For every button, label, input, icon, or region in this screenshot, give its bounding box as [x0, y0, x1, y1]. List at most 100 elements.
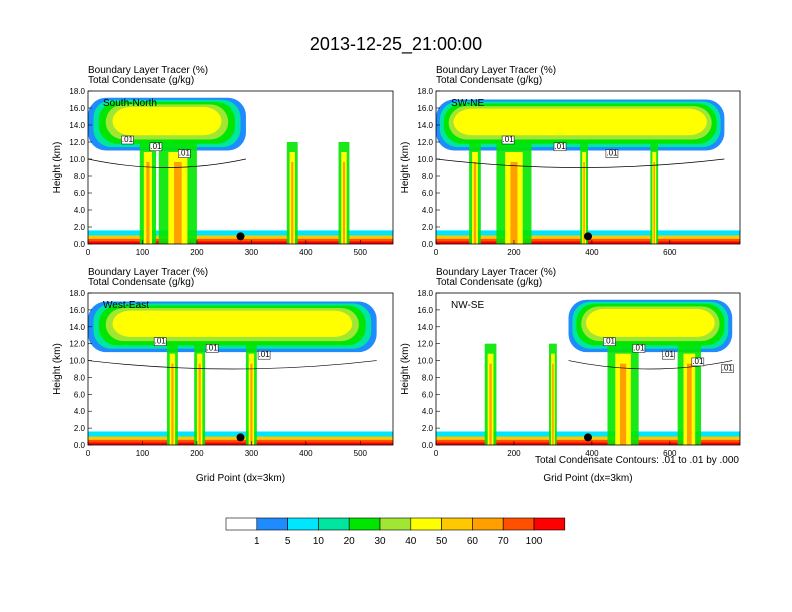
field-label-condensate: Total Condensate (g/kg)	[88, 75, 194, 86]
colorbar-swatch	[502, 517, 535, 531]
x-tick-label: 500	[354, 449, 368, 458]
contour-label: .01	[692, 357, 704, 366]
y-tick-label: 18.0	[69, 289, 85, 298]
y-axis-label: Height (km)	[52, 343, 63, 395]
anvil-layer	[453, 108, 707, 136]
condensate-contour	[436, 158, 725, 168]
convective-core-peak	[583, 162, 585, 244]
y-tick-label: 14.0	[69, 121, 85, 130]
x-tick-label: 0	[86, 248, 91, 257]
y-tick-label: 12.0	[69, 340, 85, 349]
colorbar-swatch	[287, 517, 319, 531]
contour-label: .01	[663, 350, 675, 359]
y-tick-label: 4.0	[74, 407, 86, 416]
x-tick-label: 200	[507, 248, 521, 257]
y-tick-label: 4.0	[74, 206, 86, 215]
plot-frame	[87, 90, 394, 245]
x-tick-label: 100	[136, 449, 150, 458]
y-tick-label: 4.0	[422, 407, 434, 416]
colorbar-label: 5	[285, 536, 291, 547]
contour-footnote: Total Condensate Contours: .01 to .01 by…	[535, 455, 739, 466]
condensate-contour	[88, 360, 377, 370]
y-tick-label: 14.0	[69, 323, 85, 332]
y-tick-label: 2.0	[422, 424, 434, 433]
x-tick-label: 200	[190, 449, 204, 458]
y-tick-label: 14.0	[417, 323, 433, 332]
condensate-contour	[568, 360, 733, 370]
contour-label-box	[149, 142, 163, 152]
x-tick-label: 0	[434, 449, 439, 458]
boundary-layer-band	[436, 442, 740, 445]
contour-label-box	[691, 357, 705, 367]
y-tick-label: 8.0	[422, 373, 434, 382]
x-axis-label: Grid Point (dx=3km)	[196, 473, 285, 484]
plot-frame	[435, 292, 741, 446]
cross-section-center-marker	[584, 232, 592, 241]
convective-core-peak	[174, 162, 182, 244]
cross-section-center-marker	[236, 232, 245, 241]
tracer-field: .01 .01 .01	[88, 97, 393, 244]
x-tick-label: 400	[299, 248, 313, 257]
y-tick-label: 6.0	[74, 189, 86, 198]
y-tick-label: 18.0	[417, 87, 433, 96]
x-tick-label: 400	[585, 449, 599, 458]
panel-south-north: Boundary Layer Tracer (%)Total Condensat…	[52, 65, 394, 257]
y-tick-label: 8.0	[74, 373, 86, 382]
region-label: SW-NE	[451, 98, 484, 109]
contour-label-box	[121, 135, 134, 145]
tracer-field: .01 .01 .01 .01 .01	[436, 299, 740, 445]
y-tick-label: 18.0	[417, 289, 433, 298]
convective-core-peak	[198, 363, 201, 445]
field-label-tracer: Boundary Layer Tracer (%)	[436, 267, 556, 278]
contour-label: .01	[179, 149, 191, 158]
contour-label: .01	[155, 337, 167, 346]
contour-label: .01	[604, 337, 616, 346]
x-tick-label: 200	[190, 248, 204, 257]
convective-core-peak	[171, 363, 174, 445]
y-tick-label: 10.0	[417, 155, 433, 164]
convective-core-peak	[342, 162, 346, 244]
convective-core-peak	[686, 363, 692, 445]
contour-label: .01	[722, 364, 734, 373]
colorbar-label: 70	[498, 536, 510, 547]
y-tick-label: 12.0	[69, 138, 85, 147]
y-tick-label: 0.0	[422, 240, 434, 249]
plot-frame	[87, 292, 394, 446]
tracer-field: .01 .01 .01	[436, 99, 740, 244]
convective-core-peak	[552, 363, 554, 445]
x-axis-label: Grid Point (dx=3km)	[543, 473, 632, 484]
plot-frame	[435, 90, 741, 245]
colorbar-swatch	[441, 517, 473, 531]
convective-core-peak	[619, 363, 627, 445]
convective-core-peak	[250, 363, 253, 445]
colorbar-swatch	[410, 517, 442, 531]
colorbar-label: 20	[344, 536, 356, 547]
anvil-layer	[112, 310, 353, 337]
contour-label: .01	[259, 350, 271, 359]
field-label-tracer: Boundary Layer Tracer (%)	[88, 65, 208, 76]
y-tick-label: 12.0	[417, 340, 433, 349]
contour-label-box	[603, 337, 616, 346]
boundary-layer-band	[88, 442, 393, 445]
y-tick-label: 2.0	[74, 424, 86, 433]
colorbar-swatch	[256, 517, 288, 531]
y-tick-label: 4.0	[422, 206, 434, 215]
x-tick-label: 500	[354, 248, 368, 257]
tracer-field: .01 .01 .01	[88, 301, 393, 445]
y-tick-label: 2.0	[74, 223, 86, 232]
panel-sw-ne: Boundary Layer Tracer (%)Total Condensat…	[400, 65, 741, 257]
contour-label: .01	[503, 135, 515, 144]
contour-label-box	[632, 344, 646, 353]
y-tick-label: 0.0	[74, 240, 86, 249]
convective-core-peak	[146, 162, 150, 244]
field-label-tracer: Boundary Layer Tracer (%)	[88, 267, 208, 278]
x-tick-label: 0	[434, 248, 439, 257]
region-label: South-North	[103, 98, 157, 109]
y-axis-label: Height (km)	[400, 343, 411, 395]
y-tick-label: 16.0	[69, 306, 85, 315]
convective-core-peak	[489, 363, 492, 445]
y-axis-label: Height (km)	[52, 142, 63, 194]
convective-core-peak	[291, 162, 294, 244]
x-tick-label: 300	[245, 248, 259, 257]
